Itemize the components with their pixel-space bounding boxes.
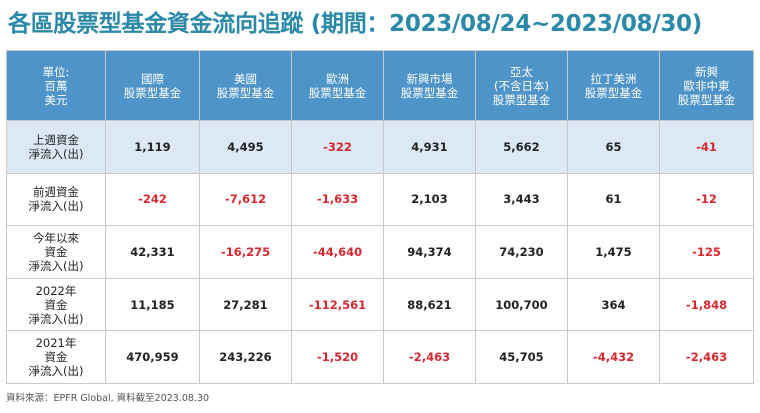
source-footnote: 資料來源：EPFR Global, 資料截至2023.08.30	[6, 393, 210, 404]
table-cell: 94,374	[383, 225, 476, 279]
row-label-line: 淨流入(出)	[28, 146, 84, 161]
table-cell: -2,463	[659, 330, 754, 384]
row-label: 前週資金 淨流入(出)	[6, 172, 106, 227]
table-cell: -12	[659, 172, 754, 227]
column-header-line: 美國	[234, 71, 257, 86]
table-cell: -322	[291, 120, 384, 174]
table-cell: -242	[105, 172, 200, 227]
row-label-line: 前週資金	[33, 185, 79, 200]
table-cell: 4,495	[199, 120, 292, 174]
table-cell: 88,621	[383, 277, 476, 332]
column-header-us: 美國 股票型基金	[199, 50, 292, 121]
unit-line: 百萬	[44, 78, 68, 93]
table-cell: -7,612	[199, 172, 292, 227]
column-header-line: 歐洲	[326, 71, 349, 86]
table-cell: 470,959	[105, 330, 200, 384]
column-header-global: 國際 股票型基金	[105, 50, 200, 121]
column-header-asia-pacific: 亞太 (不含日本) 股票型基金	[475, 50, 568, 121]
row-label-line: 淨流入(出)	[28, 258, 84, 273]
table-cell: 100,700	[475, 277, 568, 332]
row-label: 上週資金 淨流入(出)	[6, 120, 106, 174]
table-cell: 3,443	[475, 172, 568, 227]
table-cell: 74,230	[475, 225, 568, 279]
column-header-line: 拉丁美洲	[590, 71, 637, 86]
row-label-line: 2022年	[35, 283, 77, 298]
row-label: 2022年 資金 淨流入(出)	[6, 277, 106, 332]
row-label-line: 資金	[44, 297, 68, 312]
column-header-line: 歐非中東	[683, 78, 730, 93]
table-cell: 42,331	[105, 225, 200, 279]
table-row: 2022年 資金 淨流入(出) 11,185 27,281 -112,561 88,621 1…	[6, 277, 754, 332]
table-cell: 4,931	[383, 120, 476, 174]
table-cell: 364	[567, 277, 660, 332]
table-row: 前週資金 淨流入(出) -242 -7,612 -1,633 2,103 3,443 61 -1…	[6, 172, 754, 227]
row-label-line: 資金	[44, 350, 68, 365]
row-label-line: 淨流入(出)	[28, 311, 84, 326]
table-cell: -1,520	[291, 330, 384, 384]
table-cell: -2,463	[383, 330, 476, 384]
row-label-line: 2021年	[35, 336, 77, 351]
table-cell: -112,561	[291, 277, 384, 332]
column-header-europe: 歐洲 股票型基金	[291, 50, 384, 121]
table-cell: 2,103	[383, 172, 476, 227]
table-body: 上週資金 淨流入(出) 1,119 4,495 -322 4,931 5,662 65 -41 前…	[6, 120, 754, 384]
table-cell: -1,633	[291, 172, 384, 227]
table-cell: 243,226	[199, 330, 292, 384]
column-header-latin-america: 拉丁美洲 股票型基金	[567, 50, 660, 121]
table-row: 今年以來 資金 淨流入(出) 42,331 -16,275 -44,640 94,374 74…	[6, 225, 754, 279]
column-header-line: 國際	[141, 71, 164, 86]
header-row: 單位: 百萬 美元 國際 股票型基金 美國 股票型基金 歐洲 股票型基金 新興市…	[6, 50, 754, 121]
fund-flow-table: 單位: 百萬 美元 國際 股票型基金 美國 股票型基金 歐洲 股票型基金 新興市…	[6, 50, 754, 384]
row-label: 今年以來 資金 淨流入(出)	[6, 225, 106, 279]
table-cell: -4,432	[567, 330, 660, 384]
page-title: 各區股票型基金資金流向追蹤 (期間：2023/08/24~2023/08/30)	[8, 11, 702, 37]
column-header-line: 亞太	[510, 64, 533, 79]
column-header-line: 股票型基金	[400, 85, 459, 100]
column-header-line: 股票型基金	[308, 85, 367, 100]
column-header-line: 股票型基金	[492, 92, 551, 107]
table-cell: -41	[659, 120, 754, 174]
table-cell: 27,281	[199, 277, 292, 332]
table-cell: -1,848	[659, 277, 754, 332]
unit-line: 美元	[44, 92, 68, 107]
row-label-line: 淨流入(出)	[28, 199, 84, 214]
table-cell: -16,275	[199, 225, 292, 279]
table-cell: 1,119	[105, 120, 200, 174]
column-header-line: 股票型基金	[584, 85, 643, 100]
table-row: 2021年 資金 淨流入(出) 470,959 243,226 -1,520 -2,463 4…	[6, 330, 754, 384]
column-header-emea: 新興 歐非中東 股票型基金	[659, 50, 754, 121]
unit-line: 單位:	[42, 64, 70, 79]
table-cell: -44,640	[291, 225, 384, 279]
table-cell: 5,662	[475, 120, 568, 174]
table-cell: -125	[659, 225, 754, 279]
column-header-line: 股票型基金	[216, 85, 275, 100]
column-header-line: 新興	[695, 64, 718, 79]
table-cell: 11,185	[105, 277, 200, 332]
table-row: 上週資金 淨流入(出) 1,119 4,495 -322 4,931 5,662 65 -41	[6, 120, 754, 174]
table-cell: 61	[567, 172, 660, 227]
table-cell: 1,475	[567, 225, 660, 279]
row-label: 2021年 資金 淨流入(出)	[6, 330, 106, 384]
table-cell: 65	[567, 120, 660, 174]
row-label-line: 今年以來	[33, 230, 79, 245]
row-label-line: 資金	[44, 244, 68, 259]
column-header-emerging: 新興市場 股票型基金	[383, 50, 476, 121]
table-cell: 45,705	[475, 330, 568, 384]
column-header-line: 新興市場	[406, 71, 453, 86]
row-label-line: 上週資金	[33, 132, 79, 147]
row-label-line: 淨流入(出)	[28, 364, 84, 379]
unit-header: 單位: 百萬 美元	[6, 50, 106, 121]
column-header-line: (不含日本)	[494, 78, 549, 93]
column-header-line: 股票型基金	[123, 85, 182, 100]
column-header-line: 股票型基金	[677, 92, 736, 107]
